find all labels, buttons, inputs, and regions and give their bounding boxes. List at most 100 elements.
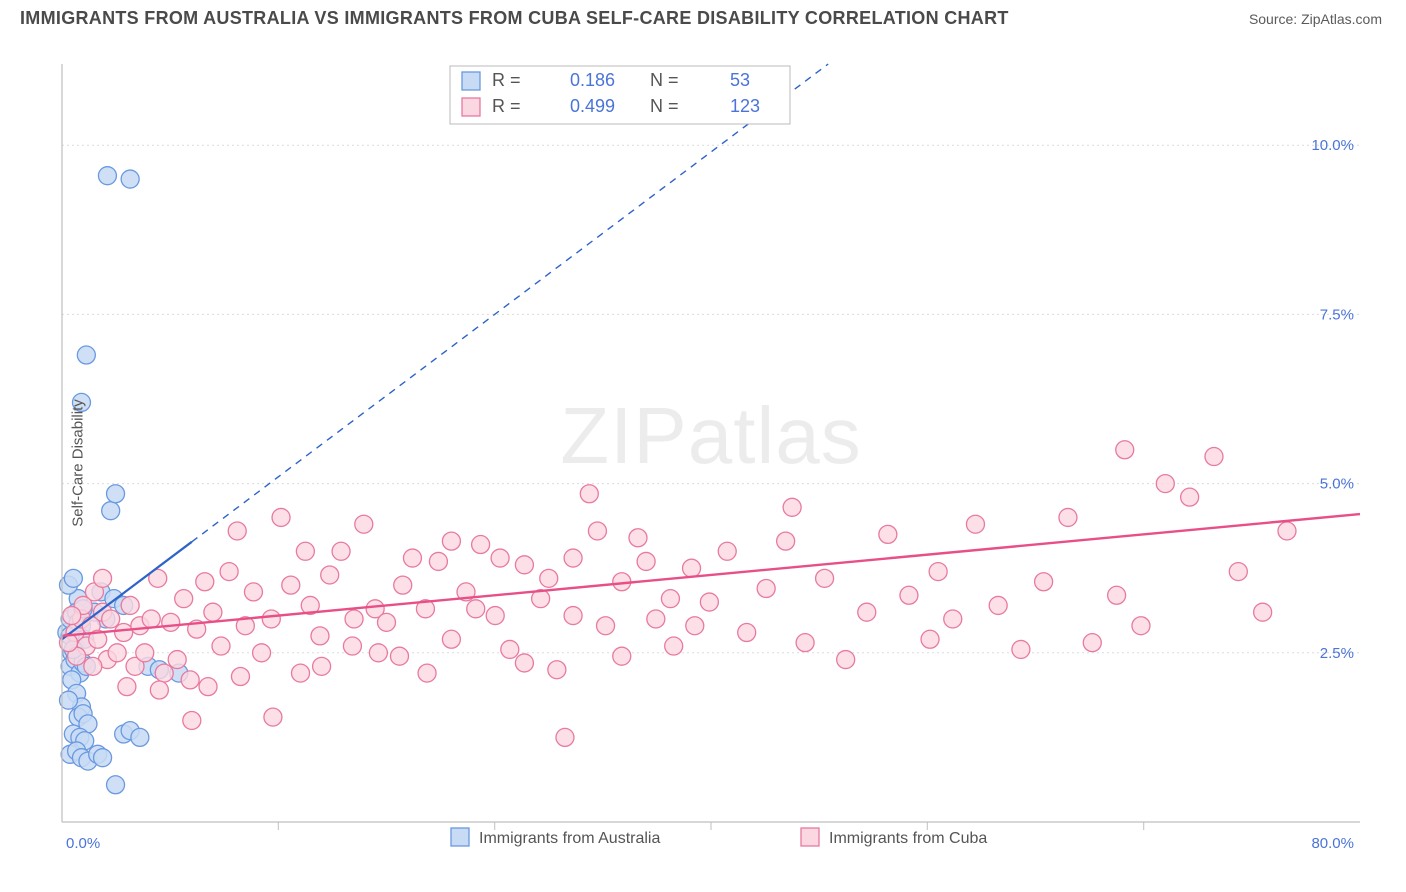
legend-series-label: Immigrants from Cuba [829, 830, 987, 847]
y-tick-label: 2.5% [1320, 645, 1354, 662]
data-point [613, 647, 631, 665]
data-point [1132, 617, 1150, 635]
data-point [989, 596, 1007, 614]
data-point [442, 532, 460, 550]
data-point [118, 678, 136, 696]
source-label: Source: [1249, 11, 1297, 27]
data-point [102, 502, 120, 520]
data-point [1059, 508, 1077, 526]
data-point [121, 596, 139, 614]
data-point [162, 613, 180, 631]
legend-swatch [451, 828, 469, 846]
data-point [683, 559, 701, 577]
data-point [262, 610, 280, 628]
x-tick-label: 80.0% [1311, 835, 1354, 852]
legend-swatch [801, 828, 819, 846]
data-point [467, 600, 485, 618]
source-link[interactable]: ZipAtlas.com [1301, 11, 1382, 27]
data-point [921, 630, 939, 648]
regression-line [62, 514, 1360, 636]
data-point [647, 610, 665, 628]
data-point [142, 610, 160, 628]
legend-n-label: N = [650, 96, 679, 116]
data-point [394, 576, 412, 594]
data-point [369, 644, 387, 662]
data-point [107, 776, 125, 794]
data-point [77, 346, 95, 364]
legend-r-value: 0.186 [570, 70, 615, 90]
data-point [196, 573, 214, 591]
legend-n-value: 123 [730, 96, 760, 116]
data-point [296, 542, 314, 560]
data-point [272, 508, 290, 526]
data-point [757, 580, 775, 598]
data-point [181, 671, 199, 689]
data-point [150, 681, 168, 699]
data-point [777, 532, 795, 550]
data-point [63, 607, 81, 625]
data-point [313, 657, 331, 675]
data-point [858, 603, 876, 621]
data-point [738, 624, 756, 642]
data-point [418, 664, 436, 682]
data-point [429, 552, 447, 570]
data-point [108, 644, 126, 662]
data-point [564, 549, 582, 567]
data-point [1083, 634, 1101, 652]
legend-r-label: R = [492, 70, 521, 90]
data-point [783, 498, 801, 516]
data-point [264, 708, 282, 726]
data-point [944, 610, 962, 628]
data-point [94, 569, 112, 587]
data-point [84, 657, 102, 675]
data-point [403, 549, 421, 567]
data-point [718, 542, 736, 560]
data-point [204, 603, 222, 621]
data-point [253, 644, 271, 662]
data-point [220, 563, 238, 581]
data-point [501, 640, 519, 658]
data-point [199, 678, 217, 696]
data-point [131, 728, 149, 746]
data-point [515, 556, 533, 574]
data-point [540, 569, 558, 587]
data-point [1181, 488, 1199, 506]
data-point [580, 485, 598, 503]
data-point [94, 749, 112, 767]
data-point [244, 583, 262, 601]
data-point [637, 552, 655, 570]
y-tick-label: 5.0% [1320, 476, 1354, 493]
data-point [1156, 475, 1174, 493]
data-point [102, 610, 120, 628]
data-point [311, 627, 329, 645]
data-point [64, 569, 82, 587]
data-point [597, 617, 615, 635]
data-point [183, 711, 201, 729]
data-point [966, 515, 984, 533]
legend-r-value: 0.499 [570, 96, 615, 116]
data-point [564, 607, 582, 625]
chart-container: Self-Care Disability 2.5%5.0%7.5%10.0%ZI… [20, 42, 1398, 884]
data-point [228, 522, 246, 540]
data-point [212, 637, 230, 655]
data-point [343, 637, 361, 655]
data-point [168, 651, 186, 669]
legend-r-label: R = [492, 96, 521, 116]
data-point [548, 661, 566, 679]
data-point [486, 607, 504, 625]
data-point [155, 664, 173, 682]
chart-title: IMMIGRANTS FROM AUSTRALIA VS IMMIGRANTS … [20, 8, 1009, 29]
data-point [1205, 448, 1223, 466]
data-point [321, 566, 339, 584]
data-point [1278, 522, 1296, 540]
data-point [700, 593, 718, 611]
data-point [929, 563, 947, 581]
data-point [107, 485, 125, 503]
x-tick-label: 0.0% [66, 835, 100, 852]
watermark: ZIPatlas [560, 391, 861, 480]
data-point [390, 647, 408, 665]
y-tick-label: 10.0% [1311, 137, 1354, 154]
data-point [837, 651, 855, 669]
data-point [879, 525, 897, 543]
series-legend: Immigrants from AustraliaImmigrants from… [451, 828, 987, 847]
